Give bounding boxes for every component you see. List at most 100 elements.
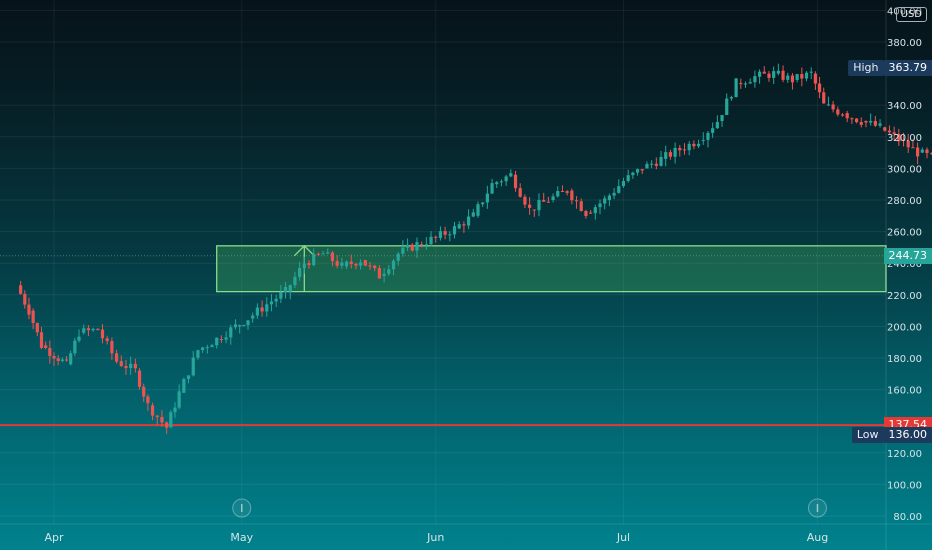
candle-body bbox=[293, 276, 297, 286]
candle bbox=[711, 122, 715, 138]
candle bbox=[215, 337, 219, 349]
candle-body bbox=[238, 325, 242, 327]
candle-body bbox=[251, 315, 255, 319]
candle-body bbox=[854, 118, 859, 123]
candle bbox=[826, 96, 831, 107]
candle bbox=[831, 100, 835, 113]
candle-body bbox=[283, 286, 288, 293]
candle-body bbox=[96, 328, 100, 331]
candle bbox=[495, 180, 499, 189]
candle bbox=[692, 140, 696, 150]
candle-body bbox=[504, 176, 508, 182]
candle bbox=[565, 190, 569, 196]
candle-body bbox=[565, 191, 569, 193]
candle bbox=[110, 337, 114, 360]
candle-body bbox=[382, 273, 386, 276]
candle bbox=[598, 199, 602, 215]
candle bbox=[781, 65, 785, 83]
candle-body bbox=[817, 83, 822, 93]
horizontal-line-layer bbox=[0, 255, 886, 427]
candle bbox=[27, 297, 31, 320]
high-value: 363.79 bbox=[883, 59, 932, 76]
candle bbox=[330, 251, 335, 267]
candle-body bbox=[142, 386, 146, 397]
candle-body bbox=[668, 152, 673, 157]
y-tick-label: 80.00 bbox=[893, 512, 922, 523]
x-tick-label: Jul bbox=[616, 531, 630, 544]
candle-body bbox=[869, 120, 873, 123]
candle bbox=[105, 335, 109, 345]
candle bbox=[363, 259, 367, 267]
candle bbox=[335, 255, 339, 269]
candle bbox=[481, 202, 485, 207]
candle bbox=[490, 178, 494, 194]
candle bbox=[73, 337, 77, 357]
candle bbox=[729, 95, 734, 101]
candle bbox=[452, 221, 457, 239]
candle bbox=[570, 188, 574, 205]
x-tick-label: May bbox=[230, 531, 253, 544]
candle-body bbox=[60, 359, 64, 361]
candle bbox=[920, 147, 924, 154]
candle-body bbox=[415, 242, 419, 251]
candle-body bbox=[448, 234, 452, 236]
candle-body bbox=[748, 82, 752, 84]
candle-body bbox=[781, 70, 785, 80]
candle-body bbox=[729, 97, 734, 99]
candle-body bbox=[523, 196, 527, 205]
candle bbox=[196, 349, 200, 360]
candle bbox=[238, 324, 242, 334]
candle bbox=[124, 359, 128, 375]
candle bbox=[155, 414, 159, 425]
candle bbox=[878, 119, 882, 128]
candle bbox=[864, 120, 868, 128]
candle bbox=[269, 293, 274, 312]
candle-body bbox=[589, 212, 593, 214]
y-tick-label: 160.00 bbox=[887, 386, 922, 397]
candle bbox=[631, 171, 635, 179]
candle bbox=[767, 71, 771, 82]
candle-body bbox=[598, 203, 602, 208]
support-zone bbox=[216, 245, 887, 293]
candle-body bbox=[110, 341, 114, 354]
candle-body bbox=[859, 122, 863, 125]
candle-body bbox=[546, 201, 550, 203]
candle-body bbox=[930, 153, 932, 155]
candle bbox=[52, 352, 56, 366]
candle-body bbox=[279, 292, 283, 299]
candle bbox=[86, 325, 91, 337]
candle bbox=[396, 251, 400, 266]
candle-body bbox=[173, 407, 177, 413]
candle-body bbox=[906, 140, 910, 148]
candle bbox=[626, 169, 630, 183]
candle-body bbox=[457, 224, 461, 229]
candle bbox=[753, 70, 757, 88]
candle-body bbox=[31, 310, 35, 324]
candle bbox=[186, 375, 191, 384]
candle-body bbox=[354, 263, 358, 266]
candle bbox=[265, 297, 269, 317]
candle bbox=[129, 356, 133, 375]
candle-body bbox=[490, 183, 494, 194]
candle bbox=[850, 117, 854, 124]
candle bbox=[762, 66, 766, 74]
candle-body bbox=[809, 71, 813, 73]
candle-body bbox=[711, 128, 715, 133]
candle-body bbox=[593, 207, 597, 214]
candle bbox=[607, 193, 611, 207]
candle-body bbox=[790, 75, 795, 83]
candle bbox=[146, 394, 150, 411]
candle bbox=[734, 78, 738, 98]
candle bbox=[191, 350, 195, 377]
currency-button[interactable]: USD bbox=[895, 7, 927, 22]
y-tick-label: 300.00 bbox=[887, 164, 922, 175]
candle bbox=[720, 114, 724, 127]
candle bbox=[897, 128, 901, 146]
candle bbox=[100, 324, 105, 344]
candle bbox=[687, 141, 691, 156]
candle bbox=[415, 237, 419, 259]
candle-body bbox=[845, 113, 849, 119]
